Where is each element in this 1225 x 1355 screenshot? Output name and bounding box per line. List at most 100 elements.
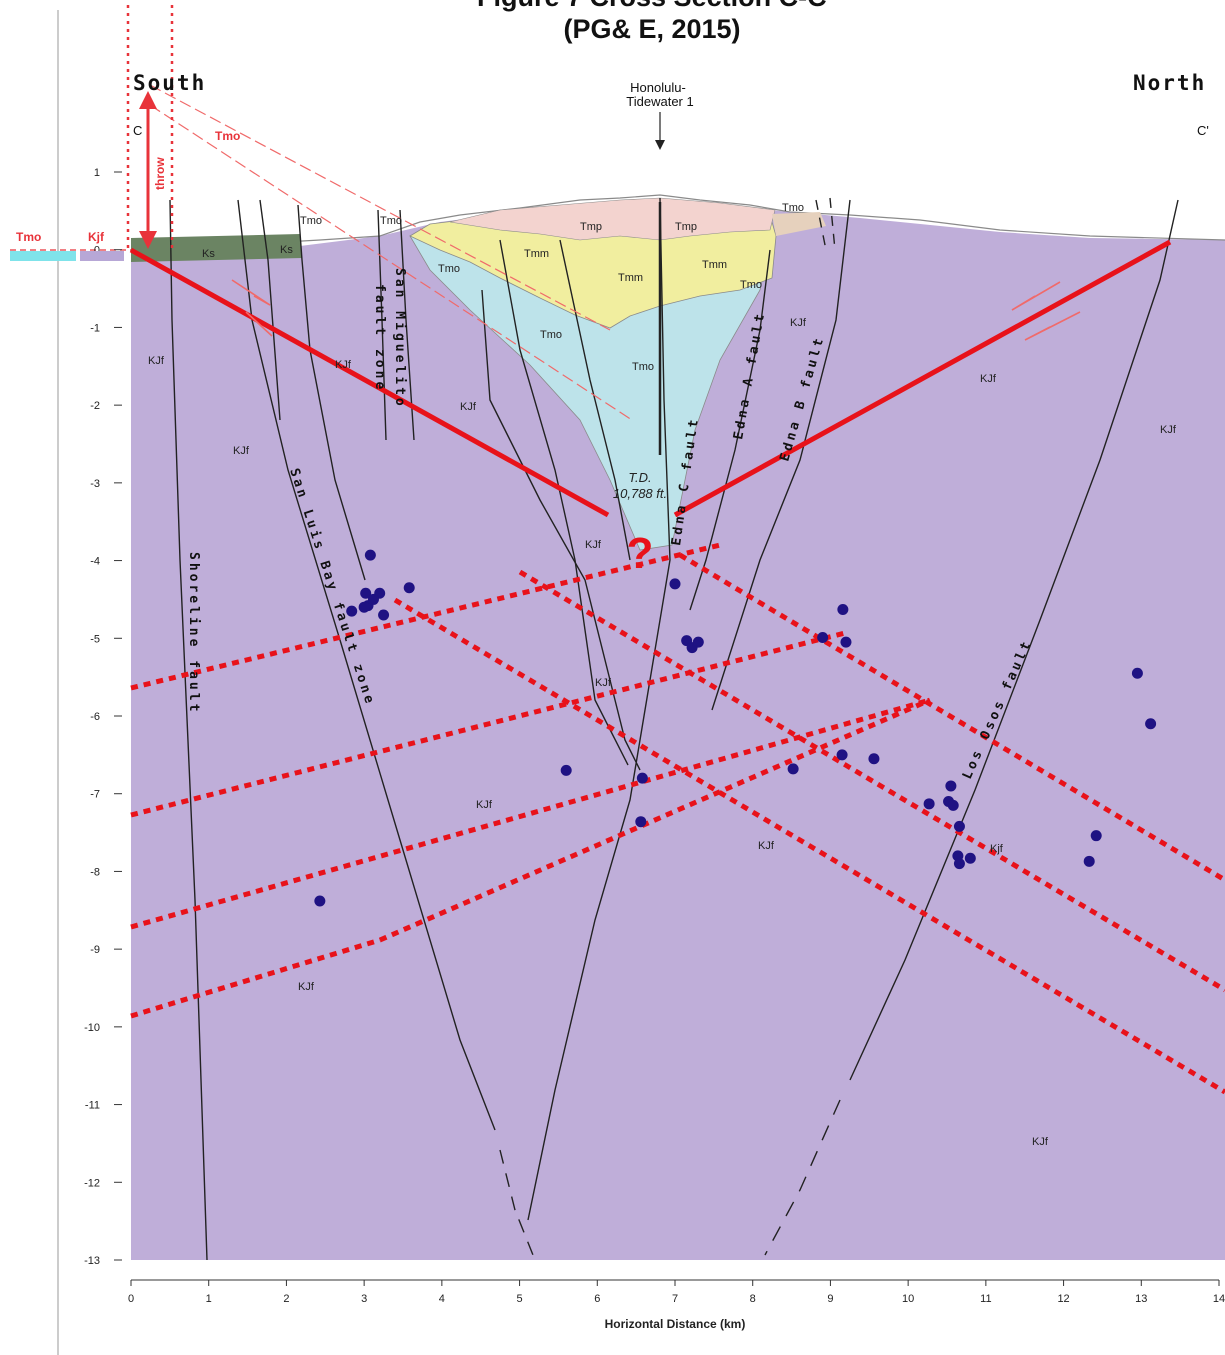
- tmo-projection-lines: [149, 84, 633, 421]
- tmo-projection-label: Tmo: [215, 129, 240, 143]
- earthquake-points: [314, 549, 1157, 907]
- earthquake-point: [840, 636, 852, 648]
- earthquake-point: [358, 601, 370, 613]
- td-line2: 10,788 ft.: [613, 486, 667, 501]
- central-fault-line-1: [481, 289, 641, 771]
- earthquake-point: [692, 636, 704, 648]
- y-tick-label: -12: [84, 1177, 100, 1189]
- y-tick-label: 0: [94, 245, 100, 257]
- slip-indicators: [231, 279, 1081, 341]
- y-tick-label: -8: [90, 866, 100, 878]
- y-tick-label: -2: [90, 400, 100, 412]
- y-tick-label: -7: [90, 789, 100, 801]
- alignment-7: [518, 569, 1225, 993]
- unit-label-kjf: KJf: [335, 359, 352, 371]
- section-end-right: C': [1197, 123, 1209, 138]
- x-tick-label: 9: [827, 1293, 833, 1305]
- x-tick-label: 12: [1057, 1293, 1069, 1305]
- north-label: North: [1133, 71, 1206, 95]
- south-label: South: [133, 71, 206, 95]
- earthquake-point: [953, 858, 965, 870]
- unit-label-tmo: Tmo: [782, 202, 804, 214]
- unit-label-tmp: Tmp: [580, 221, 602, 233]
- throw-label: throw: [153, 157, 167, 190]
- x-tick-label: 13: [1135, 1293, 1147, 1305]
- unit-label-kjf: KJf: [1032, 1136, 1049, 1148]
- earthquake-point: [945, 780, 957, 792]
- alignment-5: [379, 697, 931, 943]
- san-luis-bay-dash-1: [499, 1149, 536, 1261]
- x-tick-label: 6: [594, 1293, 600, 1305]
- south-bounding-line: [129, 247, 610, 518]
- earthquake-point: [346, 605, 358, 617]
- earthquake-point: [964, 852, 976, 864]
- figure-title: Figure 7 Cross Section C-C': [477, 0, 833, 12]
- y-tick-label: -13: [84, 1255, 100, 1267]
- unit-label-kjf: KJf: [790, 317, 807, 329]
- unit-label-kjf: KJf: [980, 373, 997, 385]
- tmp-layer: [449, 197, 776, 241]
- unit-label-tmo: Tmo: [632, 361, 654, 373]
- edna-a-fault-line: [689, 249, 771, 611]
- unit-label-kjf: KJf: [476, 799, 493, 811]
- surface-topography: [130, 194, 1225, 251]
- unit-label-kjf: KJf: [1160, 424, 1177, 436]
- alignment-1: [130, 542, 721, 691]
- alignment-4: [130, 937, 381, 1019]
- ks-layer: [131, 234, 302, 262]
- unit-label-kjf: KJf: [595, 677, 612, 689]
- edna-surface-dash-2: [829, 197, 836, 251]
- y-tick-label: -3: [90, 478, 100, 490]
- x-tick-label: 7: [672, 1293, 678, 1305]
- central-fault-line-3: [559, 239, 631, 561]
- legend-kjf-label: Kjf: [88, 230, 105, 244]
- unit-label-tmm: Tmm: [618, 272, 643, 284]
- basin-bounding-faults: [129, 239, 1172, 518]
- earthquake-point: [1131, 667, 1143, 679]
- x-tick-label: 8: [750, 1293, 756, 1305]
- question-mark: ?: [627, 529, 654, 578]
- x-tick-label: 0: [128, 1293, 134, 1305]
- y-tick-label: -4: [90, 556, 100, 568]
- y-tick-label: -5: [90, 633, 100, 645]
- legend-tmo-swatch: [10, 251, 76, 261]
- unit-label-tmp: Tmp: [675, 221, 697, 233]
- y-tick-label: 1: [94, 167, 100, 179]
- well-name-line2: Tidewater 1: [626, 94, 693, 109]
- los-osos-dash: [764, 1099, 841, 1256]
- kjf-bedrock-area: [131, 200, 1225, 1260]
- well-name-line1: Honolulu-: [630, 80, 686, 95]
- y-tick-label: -10: [84, 1022, 100, 1034]
- san-miguelito-line-1: [377, 209, 387, 441]
- x-tick-label: 5: [517, 1293, 523, 1305]
- earthquake-point: [636, 772, 648, 784]
- x-tick-label: 11: [980, 1293, 991, 1305]
- unit-label-kjf: KJf: [298, 981, 315, 993]
- earthquake-point: [1145, 718, 1157, 730]
- x-tick-label: 4: [439, 1293, 445, 1305]
- earthquake-point: [817, 632, 829, 644]
- x-tick-label: 3: [361, 1293, 367, 1305]
- unit-label-tmm: Tmm: [702, 259, 727, 271]
- unit-label-kjf: KJf: [148, 355, 165, 367]
- seismicity-alignments: [130, 542, 1225, 1095]
- earthquake-point: [1083, 855, 1095, 867]
- x-axis-title: Horizontal Distance (km): [605, 1317, 746, 1331]
- san-miguelito-line-2: [399, 209, 415, 441]
- earthquake-point: [868, 753, 880, 765]
- td-line1: T.D.: [628, 470, 651, 485]
- throw-guides: [126, 5, 174, 250]
- y-tick-label: -9: [90, 944, 100, 956]
- tmo-surface-patch: [772, 212, 826, 236]
- unit-label-tmo: Tmo: [540, 329, 562, 341]
- unit-label-tmm: Tmm: [524, 248, 549, 260]
- unit-label-tmo: Tmo: [300, 215, 322, 227]
- unit-label-ks: Ks: [280, 244, 293, 256]
- earthquake-point: [367, 593, 379, 605]
- earthquake-point: [923, 798, 935, 810]
- x-tick-label: 1: [206, 1293, 212, 1305]
- earthquake-point: [787, 763, 799, 775]
- alignment-3: [130, 697, 931, 930]
- unit-label-tmo: Tmo: [438, 263, 460, 275]
